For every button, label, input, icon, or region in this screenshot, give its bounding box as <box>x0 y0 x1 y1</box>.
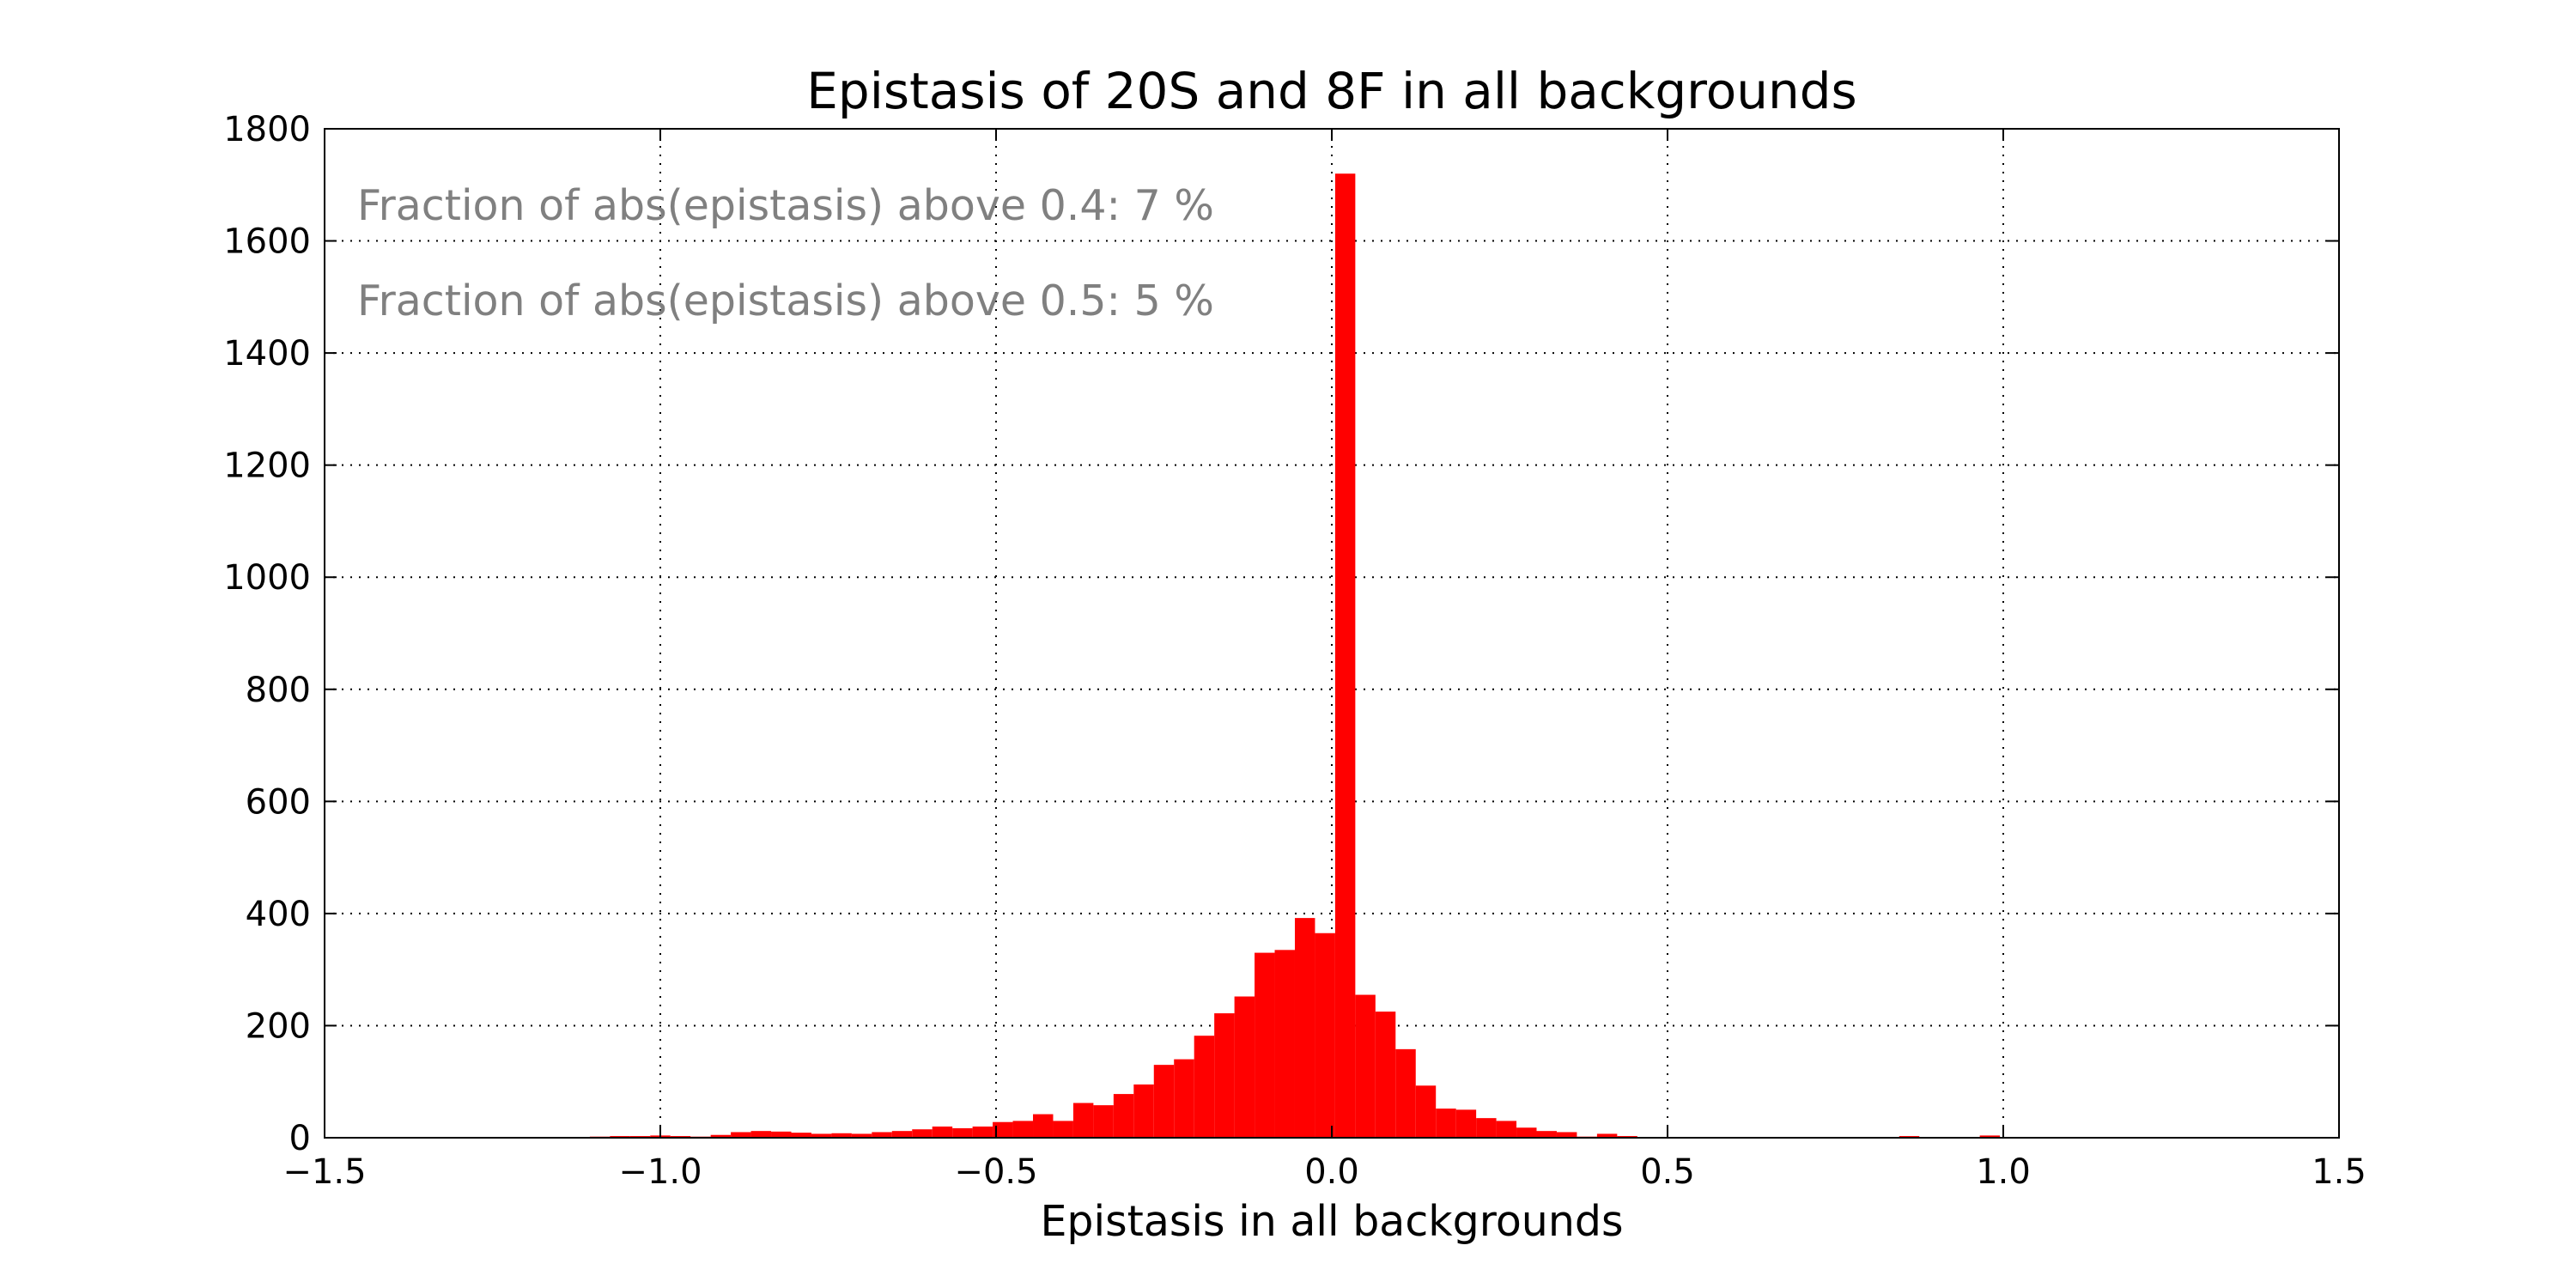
x-tick-label: 1.0 <box>1976 1152 2031 1192</box>
histogram-bar <box>1053 1121 1073 1138</box>
histogram-bar <box>1214 1013 1235 1138</box>
histogram-bar <box>1153 1065 1175 1138</box>
y-tick-label: 1800 <box>223 110 311 149</box>
histogram-bar <box>1033 1114 1054 1138</box>
histogram-bar <box>932 1126 953 1138</box>
grid-lines <box>325 129 2339 1138</box>
histogram-bar <box>891 1131 913 1138</box>
histogram-bar <box>1596 1133 1618 1138</box>
y-axis-tick-labels: 0 200 400 600 800 1000 1200 1400 1600 1800 <box>223 110 311 1158</box>
histogram-bar <box>912 1129 933 1138</box>
y-tick-label: 1000 <box>223 558 311 598</box>
histogram-bar <box>1133 1084 1154 1138</box>
x-axis-tick-labels: −1.5 −1.0 −0.5 0.0 0.5 1.0 1.5 <box>283 1152 2366 1192</box>
histogram-bar <box>1012 1121 1034 1138</box>
histogram-bar <box>1355 994 1376 1138</box>
chart-title: Epistasis of 20S and 8F in all backgroun… <box>806 62 1857 120</box>
histogram-bar <box>1516 1127 1537 1138</box>
y-tick-label: 0 <box>289 1119 311 1158</box>
histogram-bar <box>791 1133 811 1138</box>
y-tick-label: 600 <box>246 782 311 822</box>
histogram-bar <box>1496 1121 1517 1138</box>
histogram-bar <box>1255 952 1275 1138</box>
histogram-bar <box>1072 1103 1094 1138</box>
y-tick-label: 1400 <box>223 334 311 374</box>
histogram-bar <box>1334 173 1356 1139</box>
histogram-bar <box>1234 996 1255 1138</box>
histogram-bar <box>771 1131 792 1138</box>
y-tick-label: 400 <box>246 895 311 934</box>
x-tick-label: 0.0 <box>1304 1152 1359 1192</box>
histogram-bar <box>710 1134 732 1138</box>
annotation-fraction-above-0-5: Fraction of abs(epistasis) above 0.5: 5 … <box>357 276 1214 325</box>
histogram-bar <box>1315 933 1335 1138</box>
annotation-fraction-above-0-4: Fraction of abs(epistasis) above 0.4: 7 … <box>357 181 1214 230</box>
histogram-bar <box>1395 1048 1416 1138</box>
histogram-bar <box>1415 1085 1437 1138</box>
histogram-bar <box>1436 1109 1456 1138</box>
histogram-bar <box>1979 1135 2001 1138</box>
histogram-bar <box>1113 1094 1134 1138</box>
histogram-bar <box>972 1126 993 1138</box>
y-tick-label: 200 <box>246 1006 311 1046</box>
histogram-bar <box>1294 918 1315 1138</box>
histogram-bars <box>589 173 2001 1139</box>
histogram-bar <box>872 1132 892 1138</box>
histogram-bar <box>1556 1132 1577 1138</box>
x-tick-label: 0.5 <box>1640 1152 1695 1192</box>
histogram-bar <box>952 1127 973 1138</box>
histogram-bar <box>1194 1036 1215 1138</box>
histogram-bar <box>750 1131 772 1138</box>
x-tick-label: −1.0 <box>618 1152 702 1192</box>
y-tick-label: 1200 <box>223 447 311 486</box>
x-tick-label: 1.5 <box>2312 1152 2366 1192</box>
y-tick-label: 1600 <box>223 222 311 262</box>
histogram-bar <box>731 1132 751 1138</box>
axis-ticks <box>324 128 2340 1139</box>
histogram-bar <box>1455 1109 1477 1138</box>
y-tick-label: 800 <box>246 671 311 710</box>
histogram-bar <box>993 1121 1013 1138</box>
histogram-bar <box>811 1133 832 1138</box>
x-axis-label: Epistasis in all backgrounds <box>1040 1197 1623 1246</box>
x-tick-label: −1.5 <box>283 1152 366 1192</box>
histogram-bar <box>1274 950 1295 1138</box>
histogram-bar <box>1536 1131 1557 1138</box>
x-tick-label: −0.5 <box>954 1152 1037 1192</box>
histogram-bar <box>1174 1059 1194 1138</box>
histogram-bar <box>851 1133 872 1138</box>
histogram-bar <box>1476 1118 1497 1138</box>
histogram-bar <box>1093 1105 1114 1138</box>
histogram-bar <box>831 1133 852 1138</box>
histogram-bar <box>1375 1012 1396 1138</box>
